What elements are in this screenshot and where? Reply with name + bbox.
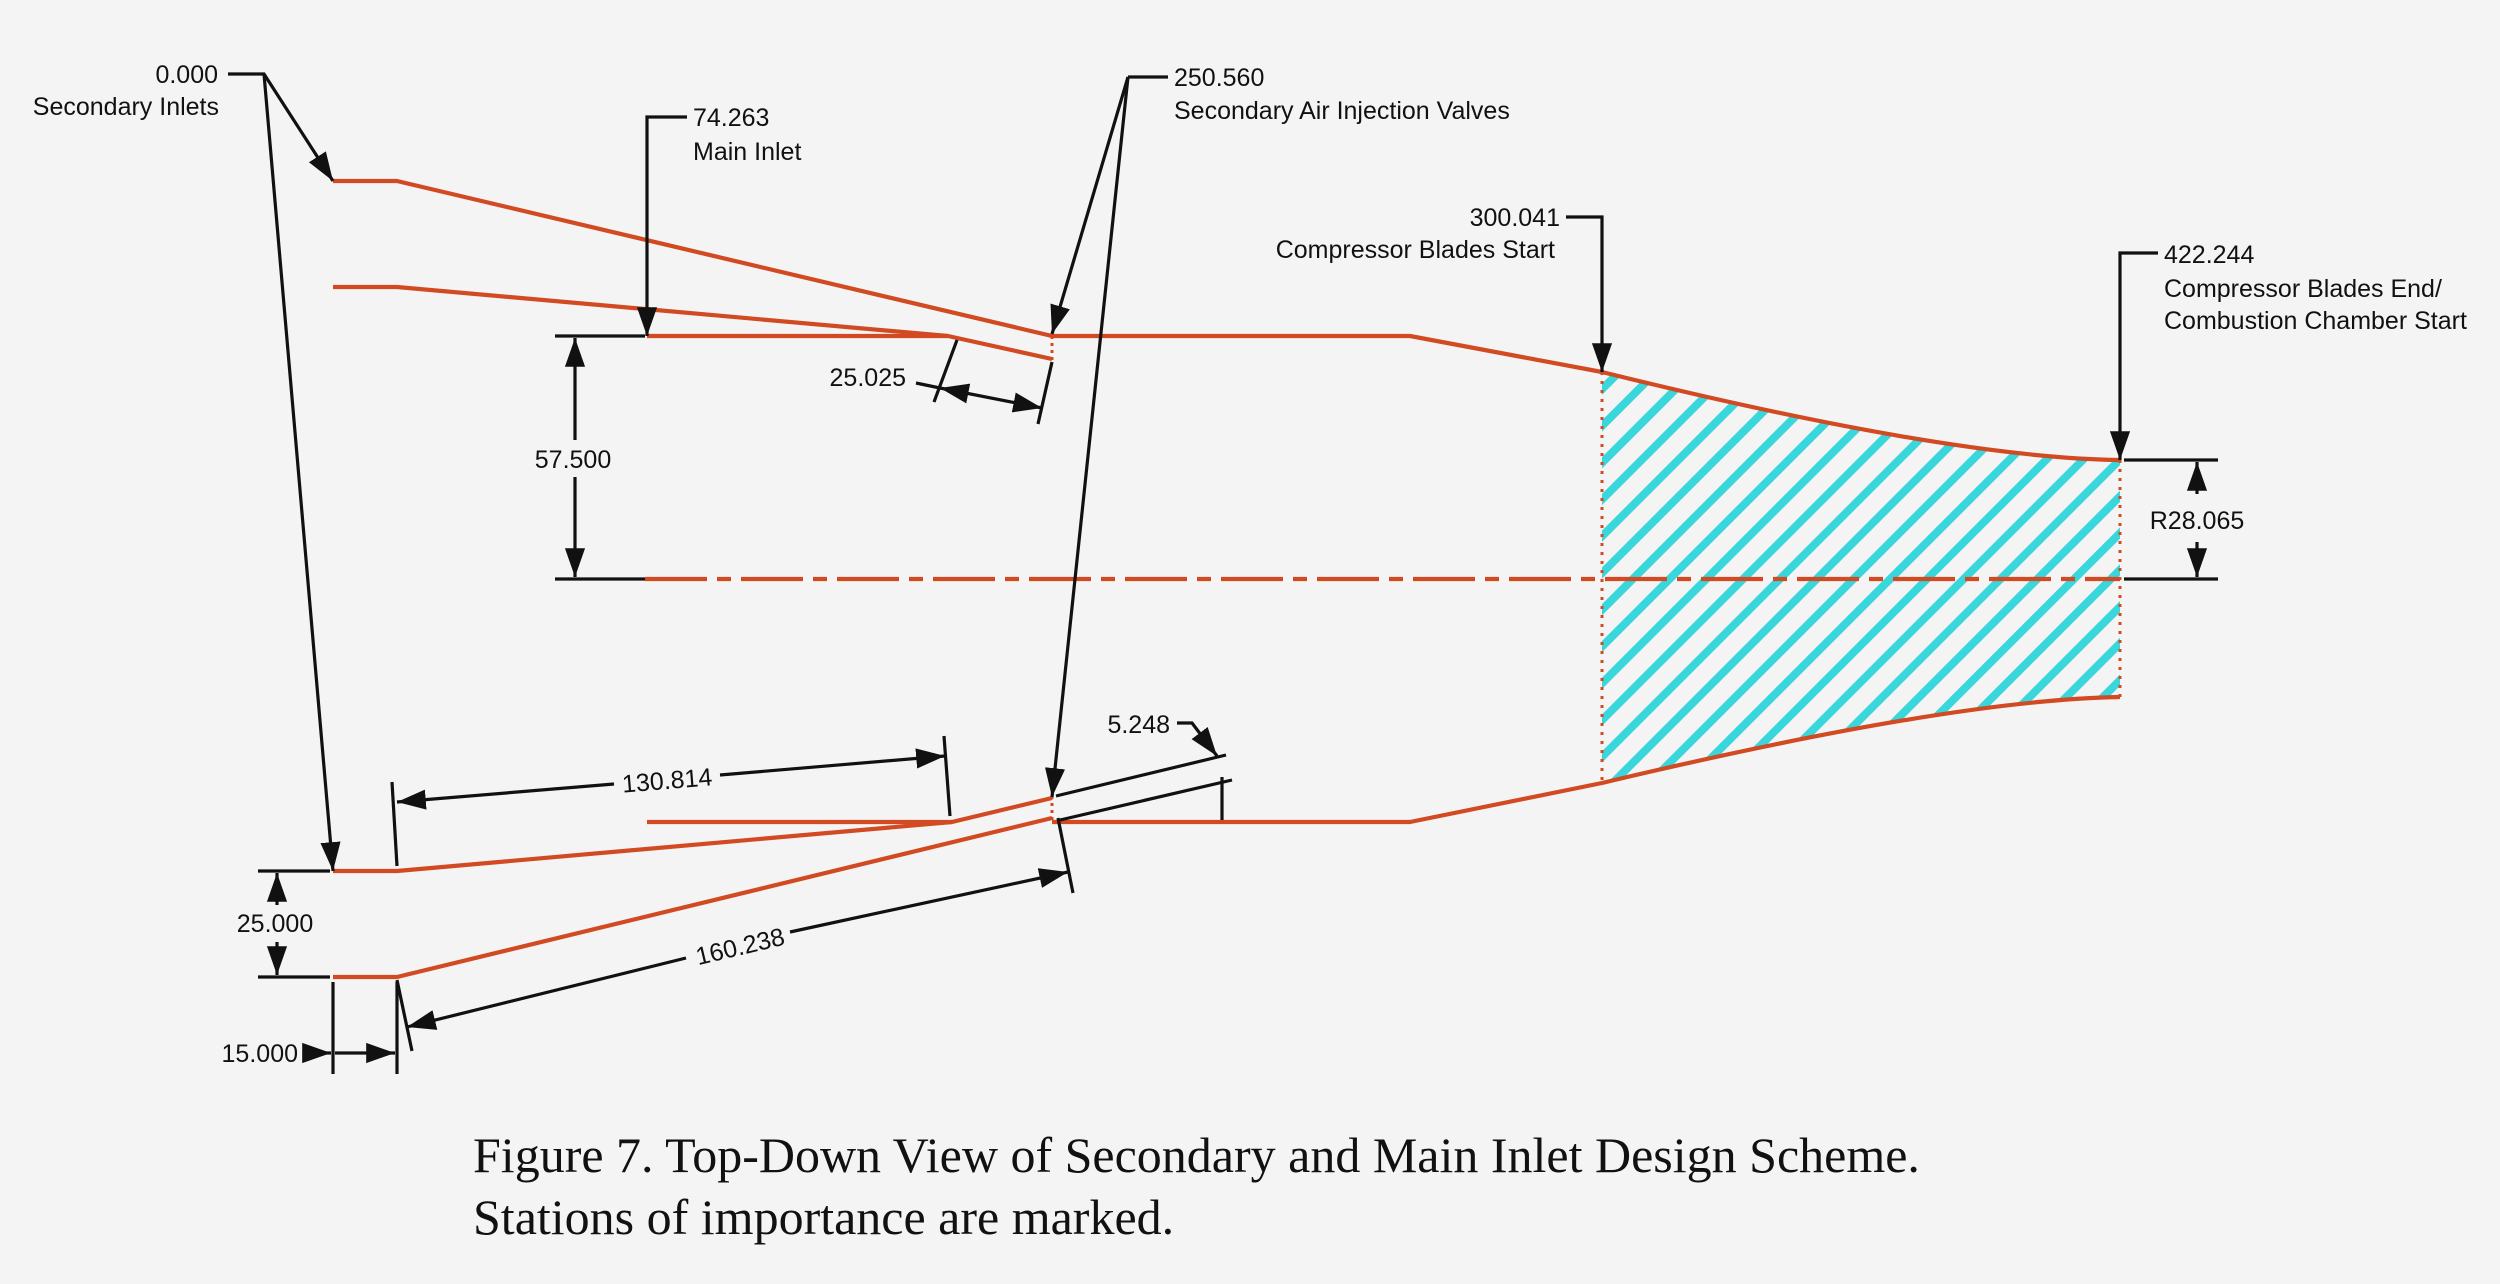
station-blades-end: 422.244 Compressor Blades End/ Combustio… — [2109, 241, 2467, 460]
station-label-line2: Combustion Chamber Start — [2164, 307, 2467, 335]
lower-secondary-duct-inner — [333, 795, 1053, 874]
station-label: Secondary Inlets — [33, 93, 219, 121]
station-blades-start: 300.041 Compressor Blades Start — [1276, 204, 1613, 372]
dimension-duct-length: 160.238 — [395, 817, 1075, 1052]
dimension-valve-offset: 5.248 — [1055, 711, 1233, 822]
caption-line1: Figure 7. Top-Down View of Secondary and… — [473, 1127, 1920, 1183]
outer-wall-lower — [1052, 694, 2121, 825]
compressor-blade-region — [1602, 372, 2120, 783]
svg-text:160.238: 160.238 — [693, 923, 787, 971]
svg-text:130.814: 130.814 — [621, 763, 713, 798]
station-value: 250.560 — [1174, 64, 1264, 92]
caption-line2: Stations of importance are marked. — [473, 1189, 1174, 1245]
station-label-line1: Compressor Blades End/ — [2164, 275, 2442, 303]
lower-secondary-duct-outer — [333, 815, 1053, 980]
dimension-secondary-inlet-spacing: 25.000 — [237, 869, 330, 979]
dimension-outlet-radius: R28.065 — [2124, 458, 2245, 581]
station-label: Secondary Air Injection Valves — [1174, 97, 1510, 125]
svg-text:R28.065: R28.065 — [2150, 507, 2245, 535]
station-injection-valves: 250.560 Secondary Air Injection Valves — [1044, 64, 1510, 798]
station-secondary-inlets: 0.000 Secondary Inlets — [33, 61, 341, 872]
dimension-valve-gap: 25.025 — [830, 339, 1054, 425]
svg-text:5.248: 5.248 — [1107, 711, 1170, 739]
station-value: 422.244 — [2164, 241, 2254, 269]
station-value: 0.000 — [155, 61, 218, 89]
svg-text:25.025: 25.025 — [830, 364, 906, 392]
station-label: Main Inlet — [693, 138, 801, 166]
station-value: 74.263 — [693, 104, 769, 132]
outer-wall-upper — [1052, 333, 2121, 463]
upper-secondary-duct-outer — [333, 178, 1053, 339]
svg-text:25.000: 25.000 — [237, 910, 313, 938]
station-label: Compressor Blades Start — [1276, 236, 1555, 264]
station-value: 300.041 — [1470, 204, 1560, 232]
svg-text:57.500: 57.500 — [535, 446, 611, 474]
station-main-inlet: 74.263 Main Inlet — [636, 104, 801, 336]
dimension-inlet-straight: 15.000 — [222, 982, 399, 1074]
upper-secondary-duct-inner — [333, 284, 1053, 362]
svg-text:15.000: 15.000 — [222, 1040, 298, 1068]
dimension-main-inlet-height: 57.500 — [535, 334, 645, 581]
